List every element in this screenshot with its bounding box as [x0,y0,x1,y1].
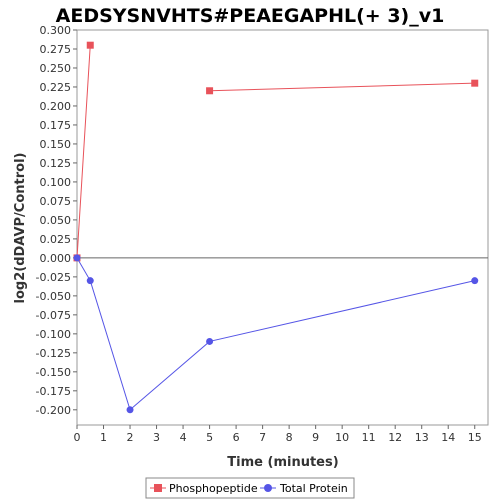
data-point [206,337,214,345]
x-tick-label: 8 [286,431,293,444]
x-tick-label: 4 [180,431,187,444]
y-tick-label: 0.225 [40,81,72,94]
x-tick-label: 3 [153,431,160,444]
legend-box [145,477,355,499]
data-point [73,254,81,262]
y-axis-label: log2(dDAVP/Control) [13,153,28,304]
x-tick-label: 14 [441,431,455,444]
legend-marker-phospho [154,484,162,492]
x-tick-label: 11 [362,431,376,444]
x-tick-label: 6 [233,431,240,444]
series-total-protein [73,254,479,414]
x-tick-label: 0 [74,431,81,444]
y-tick-label: 0.275 [40,43,72,56]
y-tick-label: -0.125 [36,347,71,360]
x-tick-label: 13 [415,431,429,444]
data-point [471,277,479,285]
data-point [206,87,214,95]
y-tick-label: -0.175 [36,385,71,398]
x-axis: 0 1 2 3 4 5 6 7 8 9 10 11 12 13 14 15 [74,425,482,444]
x-tick-label: 5 [206,431,213,444]
series-line [76,45,91,258]
plot-area [76,29,489,426]
x-tick-label: 10 [335,431,349,444]
y-tick-label: -0.075 [36,309,71,322]
y-tick-label: 0.025 [40,233,72,246]
y-axis: 0.300 0.275 0.250 0.225 0.200 0.175 0.150 0.125… [36,24,77,417]
y-tick-label: 0.250 [40,62,72,75]
y-tick-label: 0.000 [40,252,72,265]
y-tick-label: 0.150 [40,138,72,151]
y-tick-label: 0.300 [40,24,72,37]
legend-label-phospho: Phosphopeptide [169,482,258,495]
y-tick-label: 0.200 [40,100,72,113]
y-tick-label: 0.050 [40,214,72,227]
data-point [126,406,134,414]
y-tick-label: 0.075 [40,195,72,208]
data-point [86,41,94,49]
x-tick-label: 15 [468,431,482,444]
x-tick-label: 9 [312,431,319,444]
series-line [209,82,475,92]
y-tick-label: -0.200 [36,404,71,417]
y-tick-label: 0.100 [40,176,72,189]
chart-title: AEDSYSNVHTS#PEAEGAPHL(+ 3)_v1 [56,5,445,27]
y-tick-label: -0.100 [36,328,71,341]
y-tick-label: -0.150 [36,366,71,379]
legend: Phosphopeptide Total Protein [145,477,355,499]
data-point [86,277,94,285]
series-layer [73,41,479,414]
y-tick-label: -0.025 [36,271,71,284]
x-tick-label: 2 [127,431,134,444]
legend-label-total: Total Protein [279,482,348,495]
y-tick-label: -0.050 [36,290,71,303]
x-axis-label: Time (minutes) [227,455,338,470]
x-tick-label: 12 [388,431,402,444]
legend-marker-total [264,484,272,492]
y-tick-label: 0.175 [40,119,72,132]
data-point [471,79,479,87]
y-tick-label: 0.125 [40,157,72,170]
x-tick-label: 1 [100,431,107,444]
x-tick-label: 7 [259,431,266,444]
